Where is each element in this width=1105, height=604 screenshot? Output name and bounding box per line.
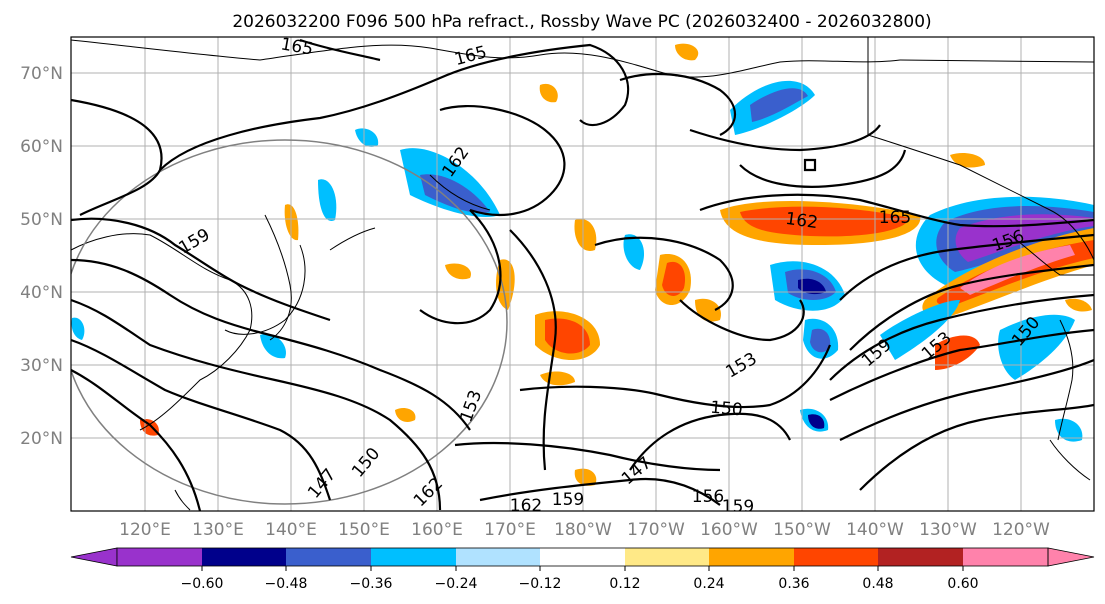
lon-label: 120°E [119, 520, 171, 540]
lat-label-20: 20°N [20, 429, 63, 449]
contour-label: 150 [709, 398, 743, 421]
gridlines [71, 37, 1094, 511]
lon-label: 160°E [411, 520, 463, 540]
lon-label: 180°W [554, 520, 612, 540]
contour-label: 156 [692, 487, 724, 507]
colorbar-tick-label: −0.12 [519, 576, 562, 592]
latitude-labels: 70°N 60°N 50°N 40°N 30°N 20°N [20, 64, 63, 449]
lat-label-40: 40°N [20, 283, 63, 303]
colorbar-tick-label: 0.60 [947, 576, 978, 592]
colorbar-tick-label: 0.24 [693, 576, 724, 592]
colorbar-tick-label: −0.48 [265, 576, 308, 592]
lon-label: 150°E [338, 520, 390, 540]
colorbar-extend-high [1047, 547, 1095, 567]
colorbar-tick-label: −0.24 [435, 576, 478, 592]
colorbar-tick-label: 0.36 [778, 576, 809, 592]
colorbar-ticks [201, 566, 964, 571]
map-frame [70, 36, 1095, 512]
lon-label: 170°E [484, 520, 536, 540]
lon-label: 130°W [919, 520, 977, 540]
lat-label-60: 60°N [20, 137, 63, 157]
colorbar-tick-label: −0.60 [181, 576, 224, 592]
contour-label: 162 [510, 496, 542, 516]
colorbar-tick-label: 0.48 [862, 576, 893, 592]
lon-label: 150°W [773, 520, 831, 540]
coastlines [71, 37, 1094, 511]
colorbar-extend-low [70, 547, 118, 567]
lon-label: 170°W [627, 520, 685, 540]
contour-label: 165 [279, 34, 314, 59]
contour-label: 159 [552, 490, 584, 510]
contour-label: 165 [879, 208, 911, 228]
colorbar-tick-label: −0.36 [350, 576, 393, 592]
contour-label: 159 [722, 497, 754, 517]
longitude-labels: 120°E 130°E 140°E 150°E 160°E 170°E 180°… [119, 520, 1050, 540]
colorbar: −0.60 −0.48 −0.36 −0.24 −0.12 0.12 0.24 … [70, 547, 1095, 592]
lat-label-30: 30°N [20, 356, 63, 376]
lat-label-50: 50°N [20, 210, 63, 230]
map-panel: 165 165 162 159 162 165 156 153 153 150 … [70, 34, 1095, 517]
reference-circle [71, 139, 508, 505]
lon-label: 120°W [992, 520, 1050, 540]
contour-label: 162 [784, 209, 819, 233]
colorbar-tick-label: 0.12 [609, 576, 640, 592]
lon-label: 140°W [846, 520, 904, 540]
lon-label: 160°W [700, 520, 758, 540]
lon-label: 130°E [192, 520, 244, 540]
lon-label: 140°E [265, 520, 317, 540]
lat-label-70: 70°N [20, 64, 63, 84]
height-contours [71, 38, 1094, 511]
figure-title: 2026032200 F096 500 hPa refract., Rossby… [232, 12, 931, 32]
